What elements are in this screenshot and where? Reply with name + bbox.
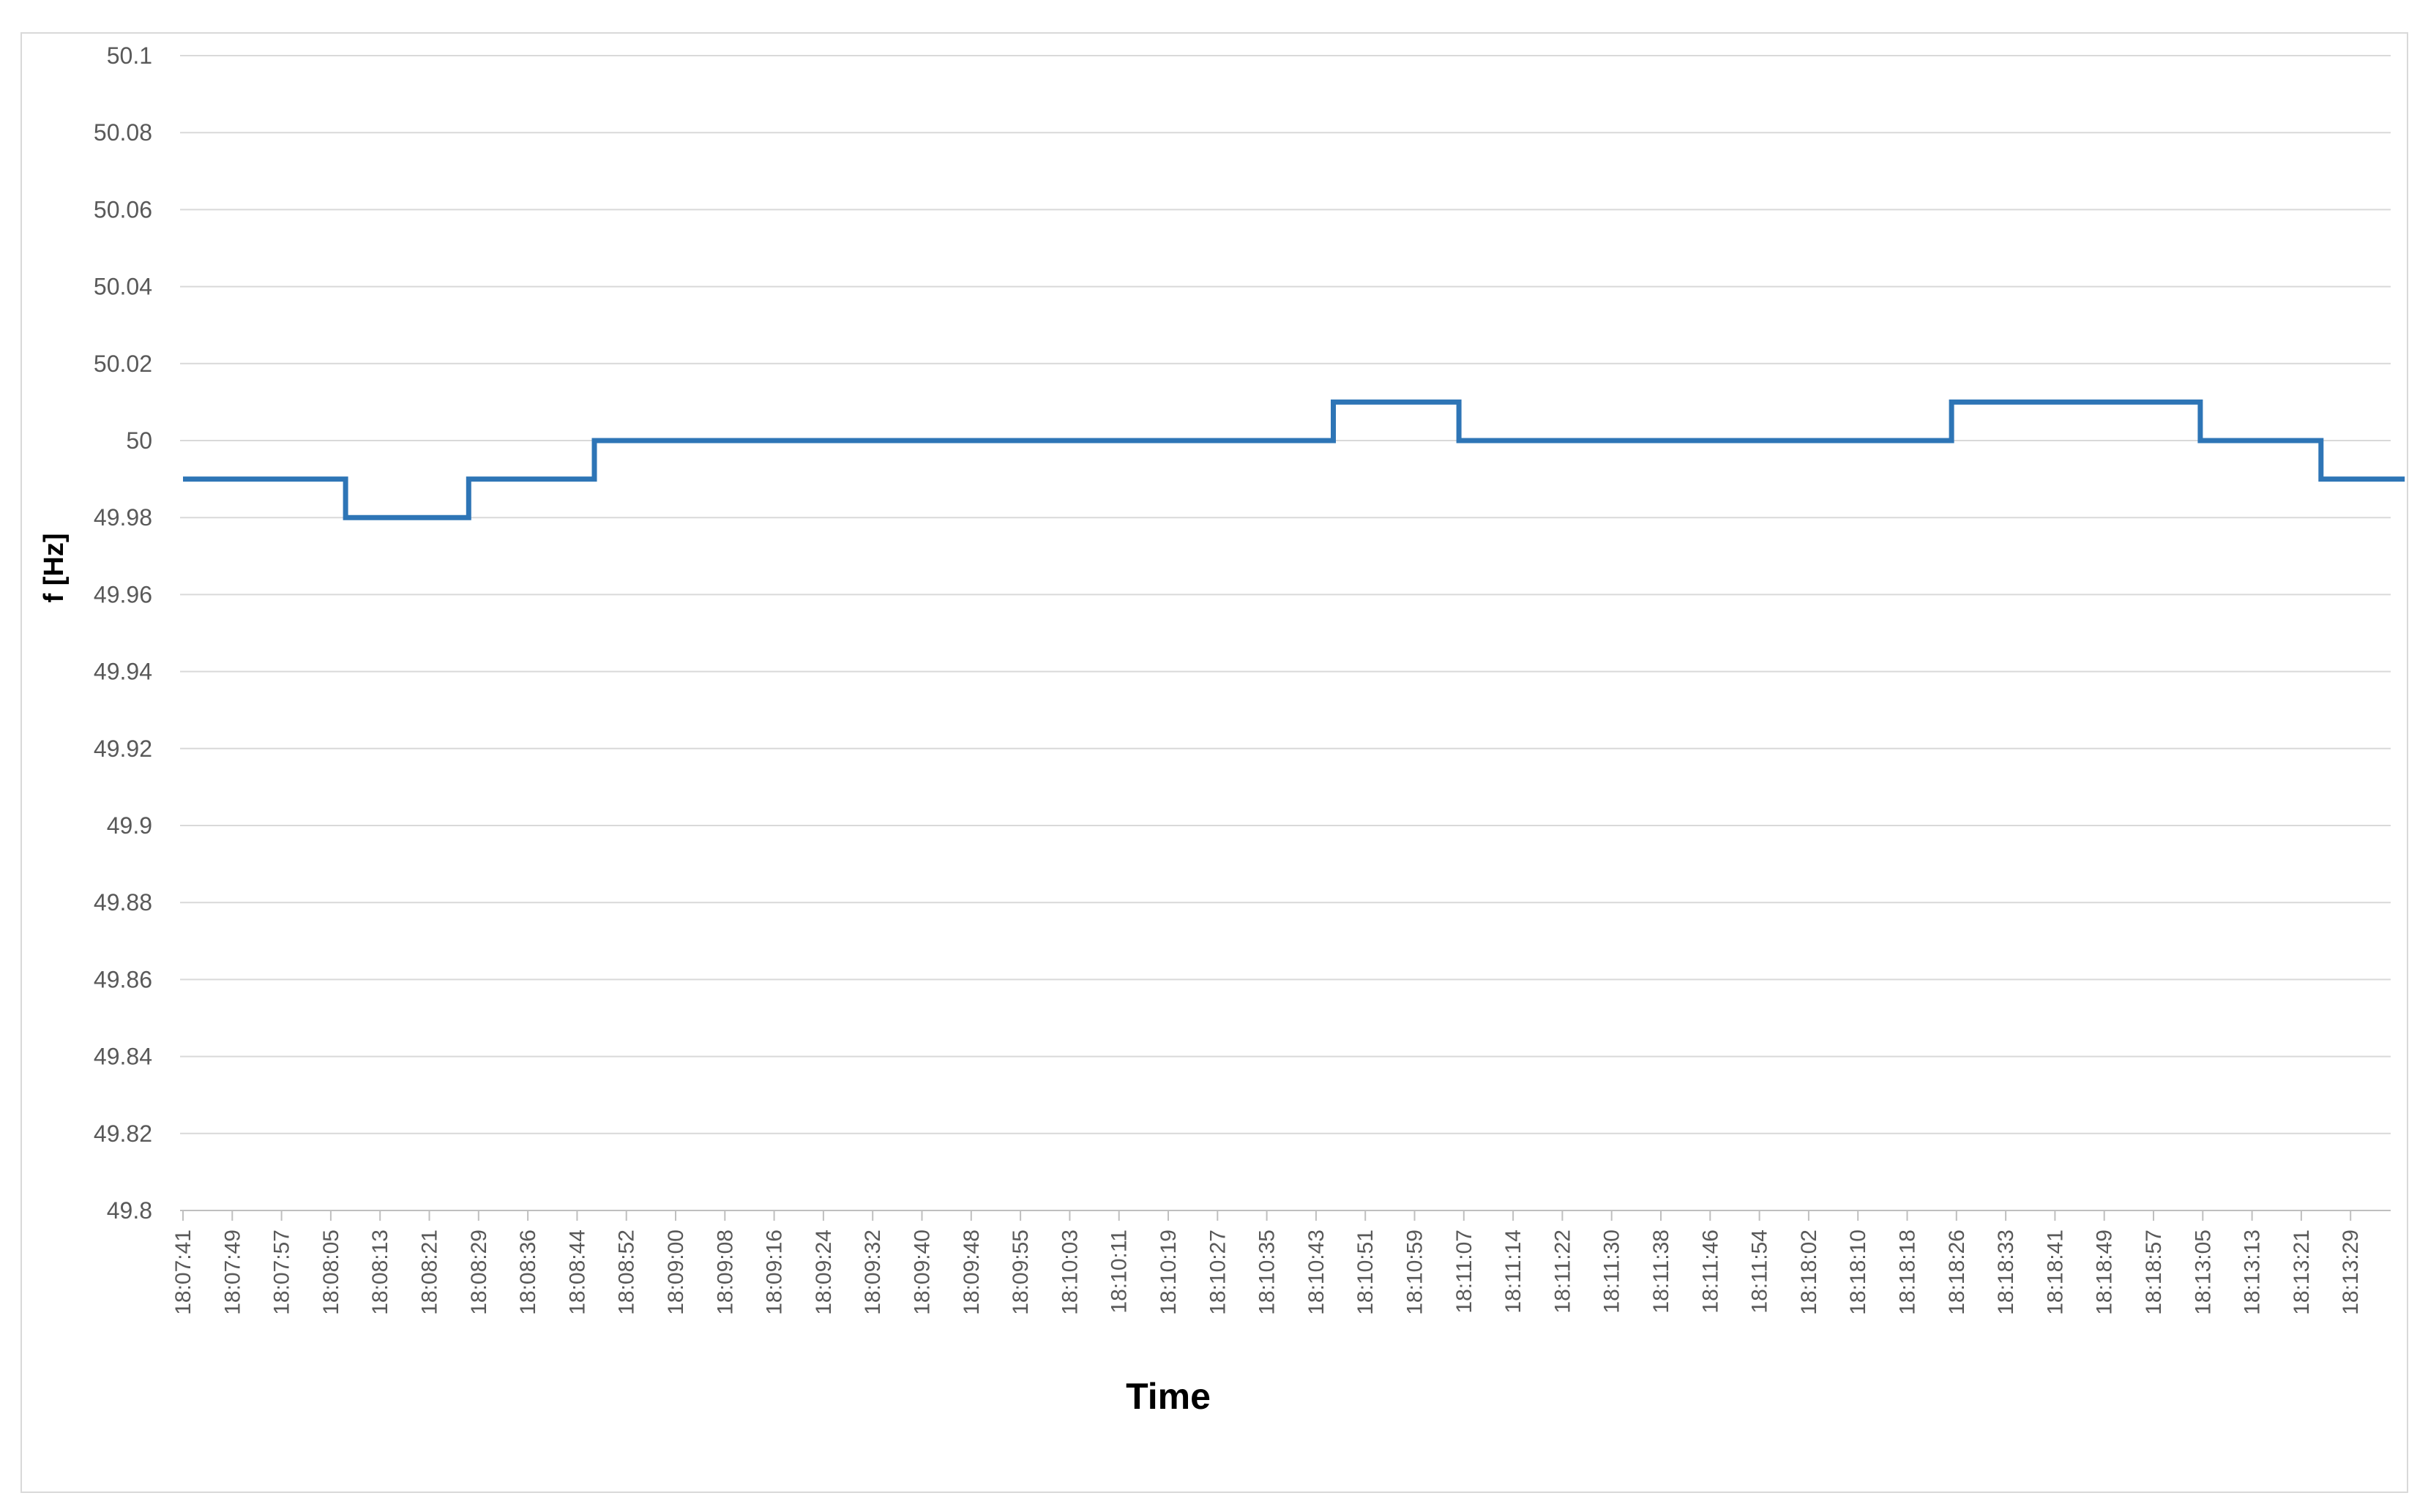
y-tick-label: 50.02 [94,351,152,377]
x-tick-label: 18:11:07 [1452,1230,1476,1314]
x-axis-tick-labels: 18:07:41 18:07:49 18:07:57 18:08:05 18:08:13… [171,1230,2363,1315]
x-tick-label: 18:08:21 [418,1230,442,1315]
y-tick-label: 50 [126,427,152,454]
x-tick-label: 18:09:32 [861,1230,885,1315]
x-tick-label: 18:07:49 [220,1230,244,1315]
x-tick-label: 18:09:16 [763,1230,787,1315]
y-tick-label: 49.8 [107,1197,152,1224]
x-tick-label: 18:10:19 [1157,1230,1181,1315]
x-tick-label: 18:10:11 [1107,1230,1132,1314]
y-tick-label: 50.08 [94,119,152,146]
y-tick-label: 49.98 [94,504,152,531]
x-tick-label: 18:11:14 [1501,1230,1525,1314]
x-tick-label: 18:08:05 [319,1230,343,1315]
x-tick-label: 18:18:33 [1994,1230,2018,1315]
x-tick-label: 18:11:38 [1649,1230,1673,1314]
x-tick-label: 18:08:36 [516,1230,540,1315]
y-tick-label: 49.84 [94,1044,152,1070]
x-tick-label: 18:08:29 [467,1230,491,1315]
x-axis-title: Time [1126,1376,1211,1417]
x-tick-label: 18:13:21 [2290,1230,2314,1315]
x-axis-tick-marks [182,1210,2352,1221]
x-tick-label: 18:09:00 [664,1230,688,1315]
x-tick-label: 18:08:52 [615,1230,639,1315]
x-tick-label: 18:09:24 [812,1230,836,1315]
x-tick-label: 18:10:51 [1353,1230,1378,1315]
x-tick-label: 18:18:18 [1896,1230,1920,1315]
y-axis-tick-labels: 50.1 50.08 50.06 50.04 50.02 50 49.98 49.96 49.9… [94,42,152,1224]
x-tick-label: 18:10:03 [1058,1230,1082,1315]
y-tick-label: 49.92 [94,736,152,762]
x-tick-label: 18:09:48 [960,1230,984,1315]
y-tick-label: 50.1 [107,42,152,69]
x-tick-label: 18:18:57 [2142,1230,2166,1315]
y-tick-label: 50.04 [94,274,152,300]
y-tick-label: 49.96 [94,581,152,607]
x-tick-label: 18:11:46 [1698,1230,1722,1314]
x-tick-label: 18:09:08 [713,1230,737,1315]
y-axis-title: f [Hz] [39,534,70,603]
frequency-series-line [183,399,2405,520]
x-tick-label: 18:13:05 [2191,1230,2215,1315]
x-tick-label: 18:08:13 [368,1230,392,1315]
x-tick-label: 18:11:22 [1550,1230,1575,1314]
x-tick-label: 18:18:49 [2093,1230,2117,1315]
x-tick-label: 18:08:44 [565,1230,589,1315]
y-tick-label: 50.06 [94,196,152,222]
x-tick-label: 18:10:27 [1206,1230,1230,1315]
x-tick-label: 18:11:54 [1748,1230,1772,1314]
chart-frame [20,32,2408,1493]
x-tick-label: 18:13:13 [2241,1230,2265,1315]
x-tick-label: 18:07:57 [270,1230,294,1315]
y-tick-label: 49.82 [94,1120,152,1147]
x-tick-label: 18:18:41 [2043,1230,2067,1315]
x-tick-label: 18:10:43 [1304,1230,1329,1315]
x-tick-label: 18:09:40 [911,1230,935,1315]
x-tick-label: 18:18:02 [1797,1230,1821,1315]
x-tick-label: 18:07:41 [171,1230,195,1315]
x-tick-label: 18:10:59 [1403,1230,1427,1315]
x-tick-label: 18:10:35 [1255,1230,1280,1315]
y-tick-label: 49.86 [94,966,152,992]
y-tick-label: 49.88 [94,889,152,916]
x-tick-label: 18:18:26 [1945,1230,1969,1315]
x-tick-label: 18:09:55 [1009,1230,1033,1315]
y-tick-label: 49.9 [107,812,152,839]
x-tick-label: 18:13:29 [2339,1230,2363,1315]
y-tick-label: 49.94 [94,659,152,685]
x-tick-label: 18:18:10 [1846,1230,1870,1315]
gridlines [180,55,2391,1211]
x-tick-label: 18:11:30 [1600,1230,1624,1314]
